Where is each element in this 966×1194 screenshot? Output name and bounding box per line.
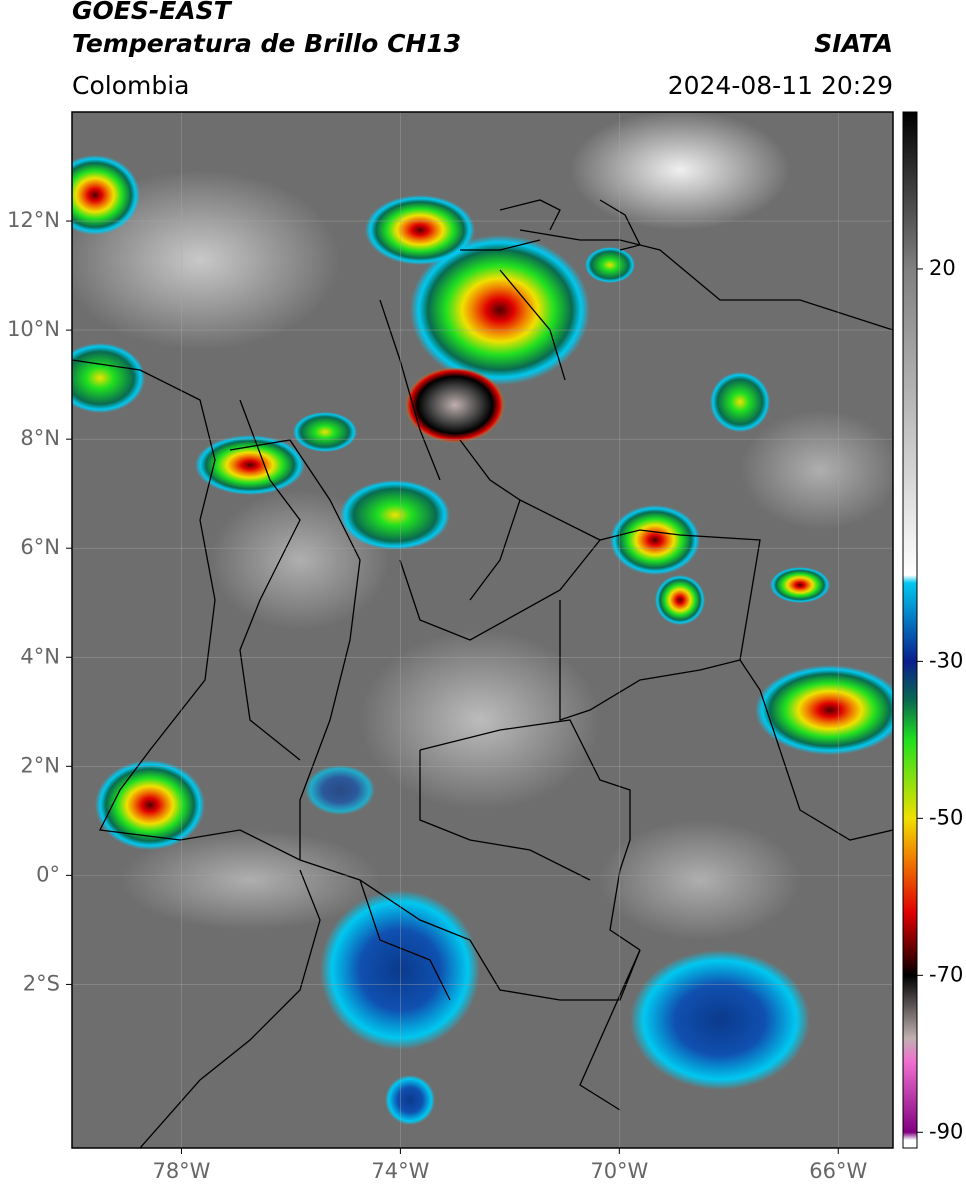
colorbar-tick-label: -30 bbox=[929, 648, 963, 672]
region: Colombia bbox=[72, 71, 189, 100]
x-tick-label: 70°W bbox=[590, 1159, 648, 1183]
x-tick-label: 78°W bbox=[152, 1159, 210, 1183]
timestamp: 2024-08-11 20:29 bbox=[668, 71, 893, 100]
y-tick-label: 8°N bbox=[20, 426, 60, 450]
title: GOES-EAST bbox=[72, 0, 233, 25]
subtitle: Temperatura de Brillo CH13 bbox=[72, 29, 461, 58]
colorbar-tick-label: -90 bbox=[929, 1119, 963, 1143]
y-tick-label: 12°N bbox=[7, 208, 60, 232]
y-tick-label: 2°S bbox=[23, 971, 60, 995]
y-tick-label: 2°N bbox=[20, 753, 60, 777]
y-tick-label: 0° bbox=[36, 862, 60, 886]
source: SIATA bbox=[814, 29, 893, 58]
colorbar-tick-label: -70 bbox=[929, 962, 963, 986]
satellite-image bbox=[72, 112, 893, 1148]
map-frame bbox=[71, 111, 894, 1149]
x-tick-label: 74°W bbox=[371, 1159, 429, 1183]
y-tick-label: 10°N bbox=[7, 317, 60, 341]
x-tick-label: 66°W bbox=[809, 1159, 867, 1183]
y-tick-label: 4°N bbox=[20, 644, 60, 668]
y-tick-label: 6°N bbox=[20, 535, 60, 559]
colorbar bbox=[902, 111, 918, 1149]
colorbar-tick-label: 20 bbox=[929, 256, 956, 280]
colorbar-tick-label: -50 bbox=[929, 805, 963, 829]
